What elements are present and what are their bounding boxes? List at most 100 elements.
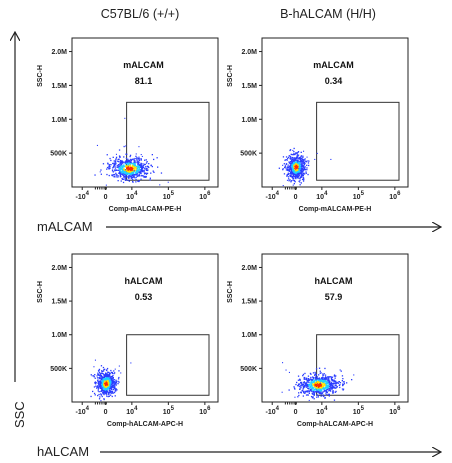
event-dot — [319, 388, 322, 390]
event-dot — [310, 376, 312, 379]
event-dot — [111, 395, 113, 398]
event-dot — [320, 393, 322, 395]
event-dot — [311, 380, 313, 382]
event-dot — [120, 160, 123, 162]
event-dot — [342, 378, 344, 380]
event-dot — [311, 390, 313, 393]
event-dot — [293, 179, 296, 182]
event-dot — [103, 385, 105, 387]
event-dot — [328, 393, 330, 395]
x-tick-label: 104 — [126, 406, 138, 416]
event-dot — [114, 169, 116, 171]
event-dot — [299, 379, 301, 381]
event-dot — [132, 164, 134, 167]
event-dot — [323, 373, 325, 375]
event-dot — [123, 161, 125, 163]
event-dot — [98, 381, 100, 383]
event-dot — [317, 395, 319, 397]
event-dot — [295, 383, 297, 386]
event-dot — [132, 166, 134, 168]
event-dot — [123, 176, 125, 178]
event-dot — [327, 382, 329, 384]
event-dot — [293, 183, 295, 185]
event-dot — [100, 365, 103, 367]
event-dot — [112, 171, 114, 173]
event-dot — [138, 180, 140, 182]
event-dot — [328, 380, 330, 382]
event-dot — [112, 174, 114, 176]
event-dot — [296, 167, 298, 169]
event-dot — [106, 154, 108, 156]
event-dot — [329, 385, 331, 388]
event-dot — [290, 180, 292, 182]
event-dot — [93, 386, 96, 388]
event-dot — [108, 378, 111, 380]
event-dot — [111, 169, 114, 171]
event-dot — [106, 395, 108, 397]
event-dot — [317, 384, 319, 386]
event-dot-outlier — [308, 399, 310, 401]
event-dot — [94, 377, 96, 379]
event-dot — [117, 175, 119, 177]
event-dot — [146, 172, 149, 174]
event-dot — [105, 387, 107, 389]
event-dot — [130, 172, 132, 174]
event-dot — [113, 382, 115, 384]
event-dot — [328, 390, 330, 392]
event-dot — [135, 176, 138, 178]
event-dot — [316, 376, 319, 378]
event-dot — [127, 160, 129, 163]
event-dot — [140, 175, 143, 177]
event-dot — [326, 382, 328, 384]
event-dot — [296, 175, 298, 177]
event-dot — [305, 386, 307, 388]
event-dot — [334, 391, 337, 393]
event-dot — [92, 390, 94, 393]
event-dot — [332, 385, 334, 387]
event-dot — [146, 165, 148, 167]
y-tick-label: 1.0M — [241, 332, 257, 339]
event-dot — [297, 164, 300, 167]
event-dot — [115, 388, 117, 390]
event-dot — [302, 383, 305, 385]
event-dot — [309, 379, 311, 381]
event-dot — [117, 176, 119, 178]
event-dot — [99, 372, 101, 374]
gate-name: mALCAM — [313, 60, 354, 70]
event-dot — [118, 158, 120, 160]
event-dot — [142, 163, 144, 165]
event-dot — [112, 162, 114, 165]
event-dot — [106, 385, 108, 387]
event-dot — [109, 376, 111, 378]
event-dot — [148, 163, 150, 165]
event-dot — [304, 390, 306, 392]
event-dot — [300, 169, 302, 172]
event-dot — [300, 387, 302, 389]
event-dot — [124, 173, 127, 175]
event-dot — [93, 376, 95, 378]
event-dot — [307, 378, 309, 380]
event-dot — [101, 389, 104, 391]
event-dot — [290, 173, 292, 175]
event-dot — [300, 382, 302, 384]
event-dot — [289, 167, 291, 169]
event-dot — [117, 380, 119, 382]
event-dot — [326, 385, 328, 387]
event-dot — [105, 372, 107, 374]
event-dot — [301, 178, 304, 181]
event-dot — [302, 160, 304, 162]
event-dot — [303, 381, 305, 384]
event-dot — [108, 395, 110, 397]
event-dot — [101, 395, 103, 398]
event-dot — [114, 163, 116, 165]
x-tick-label: -104 — [265, 406, 279, 416]
event-dot — [132, 165, 134, 167]
event-dot — [299, 166, 301, 168]
event-dot — [102, 378, 104, 381]
event-dot — [123, 156, 125, 158]
event-dot — [125, 160, 127, 162]
scatter-panel-1: 500K 1.0M 1.5M 2.0M -104 0 104 105 106 Comp-mALCA… — [37, 37, 219, 213]
event-dot — [119, 173, 121, 175]
event-dot — [341, 380, 343, 382]
event-dot — [296, 157, 298, 159]
